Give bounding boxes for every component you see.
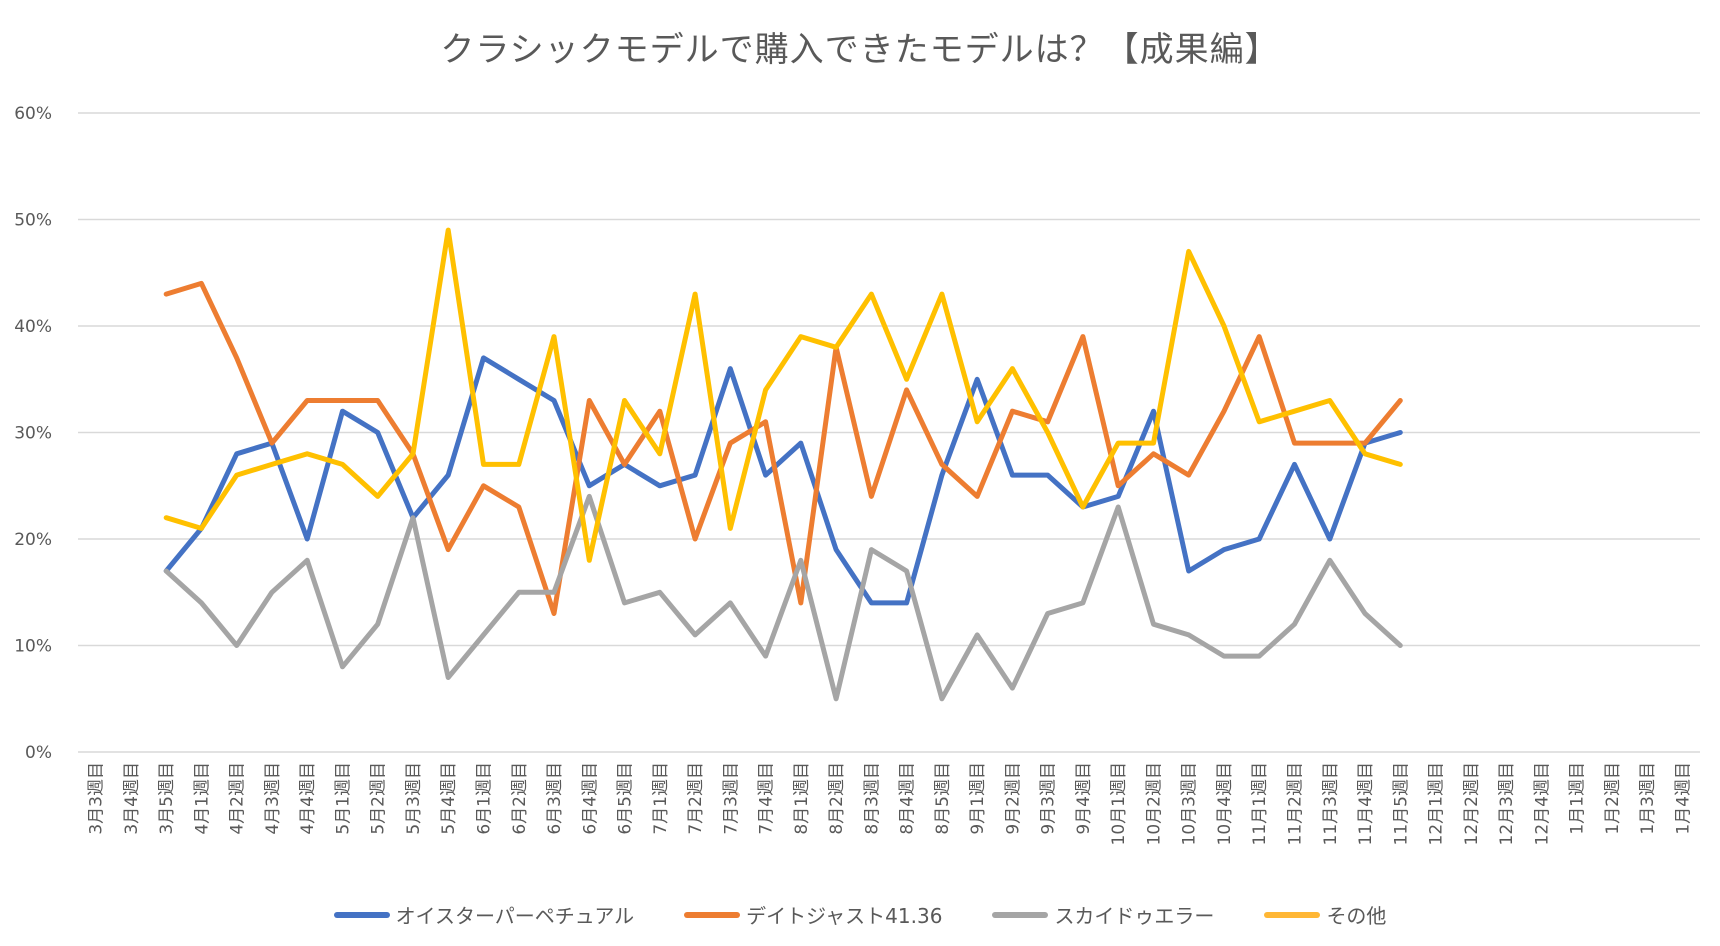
x-tick-label: 3月5週目 — [157, 762, 177, 835]
y-axis-ticks: 0% 10% 20% 30% 40% 50% 60% — [14, 104, 52, 763]
legend-label: その他 — [1326, 904, 1387, 928]
legend-item-datejust: デイトジャスト41.36 — [684, 900, 942, 929]
x-tick-label: 12月2週目 — [1462, 762, 1482, 845]
x-tick-label: 11月4週目 — [1356, 762, 1376, 845]
y-tick-label: 30% — [14, 424, 52, 444]
x-tick-label: 4月4週目 — [298, 762, 318, 835]
x-tick-label: 9月3週目 — [1039, 762, 1059, 835]
x-tick-label: 8月3週目 — [862, 762, 882, 835]
legend-label: オイスターパーペチュアル — [395, 904, 635, 928]
y-tick-label: 0% — [25, 743, 52, 763]
x-tick-label: 11月5週目 — [1391, 762, 1411, 845]
x-tick-label: 7月3週目 — [721, 762, 741, 835]
x-tick-label: 6月3週目 — [545, 762, 565, 835]
gridlines — [78, 112, 1700, 753]
y-tick-label: 50% — [14, 211, 52, 231]
x-tick-label: 4月2週目 — [228, 762, 248, 835]
x-tick-label: 1月4週目 — [1673, 762, 1693, 835]
x-axis-ticks: 3月3週目 3月4週目 3月5週目 4月1週目 4月2週目 4月3週目 4月4週目 5月1週目… — [87, 762, 1694, 845]
x-tick-label: 3月4週目 — [122, 762, 142, 835]
y-tick-label: 40% — [14, 317, 52, 337]
x-tick-label: 7月4週目 — [757, 762, 777, 835]
x-tick-label: 4月3週目 — [263, 762, 283, 835]
x-tick-label: 7月1週目 — [651, 762, 671, 835]
x-tick-label: 6月2週目 — [510, 762, 530, 835]
legend-swatch-skydweller — [992, 911, 1049, 918]
x-tick-label: 8月5週目 — [933, 762, 953, 835]
legend: オイスターパーペチュアル デイトジャスト41.36 スカイドゥエラー その他 — [0, 900, 1720, 929]
x-tick-label: 1月1週目 — [1568, 762, 1588, 835]
series-line-2 — [163, 493, 1403, 702]
x-tick-label: 9月1週目 — [968, 762, 988, 835]
series-line-1 — [163, 280, 1403, 616]
x-tick-label: 12月4週目 — [1532, 762, 1552, 845]
x-tick-label: 3月3週目 — [87, 762, 107, 835]
legend-label: スカイドゥエラー — [1054, 904, 1215, 928]
x-tick-label: 12月3週目 — [1497, 762, 1517, 845]
legend-swatch-oyster — [333, 911, 390, 918]
x-tick-label: 12月1週目 — [1427, 762, 1447, 845]
x-tick-label: 10月1週目 — [1109, 762, 1129, 845]
legend-item-skydweller: スカイドゥエラー — [992, 900, 1214, 929]
legend-item-other: その他 — [1264, 900, 1386, 929]
y-tick-label: 20% — [14, 530, 52, 550]
x-tick-label: 10月2週目 — [1144, 762, 1164, 845]
x-tick-label: 11月3週目 — [1321, 762, 1341, 845]
y-tick-label: 10% — [14, 637, 52, 657]
series-line-0 — [163, 355, 1403, 606]
x-tick-label: 5月2週目 — [369, 762, 389, 835]
x-tick-label: 6月5週目 — [616, 762, 636, 835]
x-tick-label: 10月4週目 — [1215, 762, 1235, 845]
legend-swatch-other — [1264, 911, 1321, 918]
x-tick-label: 8月1週目 — [792, 762, 812, 835]
series-lines — [163, 227, 1403, 702]
x-tick-label: 11月1週目 — [1250, 762, 1270, 845]
x-tick-label: 10月3週目 — [1180, 762, 1200, 845]
x-tick-label: 8月4週目 — [898, 762, 918, 835]
x-tick-label: 5月4週目 — [439, 762, 459, 835]
x-tick-label: 9月2週目 — [1003, 762, 1023, 835]
x-tick-label: 7月2週目 — [686, 762, 706, 835]
chart-title: クラシックモデルで購入できたモデルは？【成果編】 — [440, 30, 1280, 70]
x-tick-label: 8月2週目 — [827, 762, 847, 835]
x-tick-label: 6月4週目 — [580, 762, 600, 835]
legend-swatch-datejust — [684, 911, 741, 918]
x-tick-label: 9月4週目 — [1074, 762, 1094, 835]
x-tick-label: 1月2週目 — [1603, 762, 1623, 835]
x-tick-label: 1月3週目 — [1638, 762, 1658, 835]
x-tick-label: 5月3週目 — [404, 762, 424, 835]
legend-label: デイトジャスト41.36 — [746, 904, 943, 928]
y-tick-label: 60% — [14, 104, 52, 124]
x-tick-label: 6月1週目 — [475, 762, 495, 835]
legend-item-oyster: オイスターパーペチュアル — [333, 900, 635, 929]
x-tick-label: 11月2週目 — [1286, 762, 1306, 845]
x-tick-label: 4月1週目 — [192, 762, 212, 835]
series-line-3 — [163, 227, 1403, 563]
x-tick-label: 5月1週目 — [333, 762, 353, 835]
